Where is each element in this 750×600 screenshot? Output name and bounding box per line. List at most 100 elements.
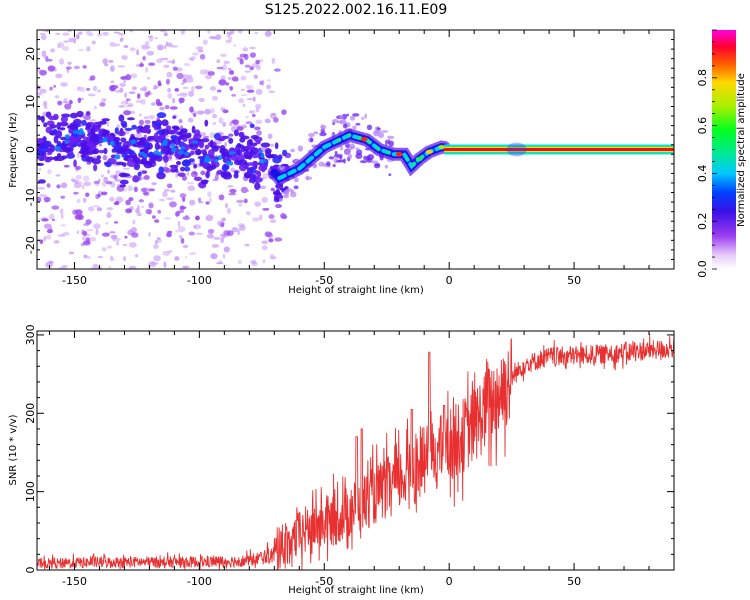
noise-speckle [262,207,270,211]
noise-speckle [181,175,188,181]
transition-speckle [332,164,336,168]
noise-speckle [105,181,113,185]
noise-speckle [192,171,198,175]
band-speckle [114,127,119,135]
noise-speckle [207,191,212,198]
transition-speckle [347,153,353,160]
noise-speckle [164,105,170,110]
noise-speckle [170,189,176,193]
band-speckle [200,179,209,183]
noise-speckle [271,57,276,64]
band-speckle-bright [213,158,219,162]
noise-speckle [77,97,82,104]
noise-speckle [38,168,42,171]
x-tick-label: 0 [446,575,453,588]
band-speckle [219,144,226,153]
noise-speckle [112,43,121,47]
noise-speckle [179,193,187,198]
noise-speckle [85,30,92,35]
noise-speckle [139,113,142,117]
noise-speckle [62,101,69,104]
band-speckle [170,135,179,139]
band-speckle-bright [183,151,189,156]
noise-speckle [193,225,197,229]
band-speckle-bright [259,159,266,164]
transition-speckle [340,145,343,151]
noise-speckle [67,61,72,65]
band-speckle [174,138,179,146]
noise-speckle [134,254,139,258]
noise-speckle [135,132,143,138]
band-speckle-bright [72,130,80,135]
band-speckle [130,135,136,141]
noise-speckle [97,193,101,198]
steady-band-core [444,148,674,151]
noise-speckle [119,82,126,88]
noise-speckle [207,71,215,76]
noise-speckle [259,185,267,190]
noise-speckle [47,65,56,72]
band-speckle [190,150,195,156]
noise-speckle [236,199,245,204]
colorbar-tick-label: 0.2 [696,212,709,230]
noise-speckle [270,187,275,192]
transition-speckle [320,124,324,131]
noise-speckle [50,48,55,53]
band-speckle [250,134,259,140]
noise-speckle [101,174,104,178]
noise-speckle [184,256,188,259]
noise-speckle [179,206,187,210]
noise-speckle [203,135,210,139]
noise-speckle [80,86,85,93]
band-speckle [154,154,163,162]
band-speckle [181,159,191,167]
noise-speckle [211,95,218,101]
noise-speckle [107,169,110,174]
noise-speckle [138,199,144,203]
noise-speckle [140,98,146,105]
noise-speckle [230,30,235,34]
noise-speckle [264,118,271,124]
transition-speckle [293,185,299,190]
noise-speckle [188,58,194,61]
band-speckle [89,150,97,155]
noise-speckle [55,174,61,177]
noise-speckle [145,208,152,215]
transition-speckle [386,135,395,140]
band-speckle [236,149,243,156]
spectrogram-y-axis: 20 10 0 -10 -20 [24,29,674,270]
noise-speckle [159,30,165,33]
noise-speckle [199,53,206,60]
band-speckle [171,129,178,133]
noise-speckle [169,106,178,110]
noise-speckle [186,181,195,185]
band-speckle [249,149,254,156]
band-speckle-bright [78,128,84,133]
band-speckle [209,139,214,148]
transition-speckle [343,158,346,164]
band-speckle [111,148,117,153]
noise-speckle [255,59,261,65]
band-speckle [249,166,256,174]
colorbar-ticks: 0.0 0.2 0.4 0.6 0.8 [696,29,717,278]
noise-speckle [229,86,233,91]
band-speckle-bright [191,140,199,144]
noise-speckle [178,97,185,104]
noise-speckle [255,88,263,95]
noise-speckle [92,223,101,230]
band-speckle [217,136,226,142]
noise-speckle [207,30,211,35]
noise-speckle [148,188,155,192]
noise-speckle [63,40,70,43]
noise-speckle [197,49,204,53]
band-speckle [211,146,219,152]
noise-speckle [163,188,171,192]
noise-speckle [113,175,118,180]
noise-speckle [227,67,232,71]
noise-speckle [123,79,127,83]
band-speckle [49,124,57,129]
noise-speckle [102,31,109,36]
noise-speckle [106,207,114,211]
band-speckle [251,154,259,159]
colorbar-tick-label: 0.6 [696,117,709,135]
